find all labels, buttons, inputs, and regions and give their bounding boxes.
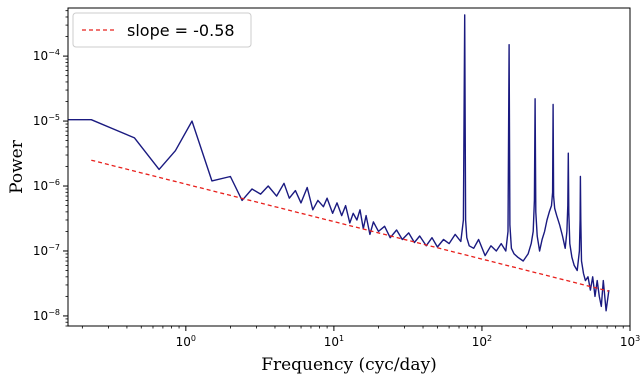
x-tick-label: 102	[472, 334, 492, 349]
y-axis: 10−8 10−7 10−6 10−5 10−4	[33, 11, 68, 326]
x-tick-label: 100	[176, 334, 196, 349]
y-tick-label: 10−7	[33, 243, 60, 258]
legend-label: slope = -0.58	[127, 21, 235, 40]
x-tick-label: 103	[620, 334, 640, 349]
x-axis-label: Frequency (cyc/day)	[261, 355, 437, 375]
plot-frame	[68, 8, 630, 326]
power-spectrum-line	[68, 15, 609, 311]
fit-line	[91, 160, 609, 291]
legend: slope = -0.58	[73, 13, 251, 47]
y-tick-label: 10−4	[33, 48, 60, 63]
y-tick-label: 10−8	[33, 308, 60, 323]
y-tick-label: 10−6	[33, 178, 60, 193]
x-axis: 100 101 102 103	[82, 326, 640, 349]
x-tick-label: 101	[324, 334, 344, 349]
series-layer	[68, 15, 609, 311]
y-axis-label: Power	[7, 139, 27, 194]
y-tick-label: 10−5	[33, 113, 60, 128]
